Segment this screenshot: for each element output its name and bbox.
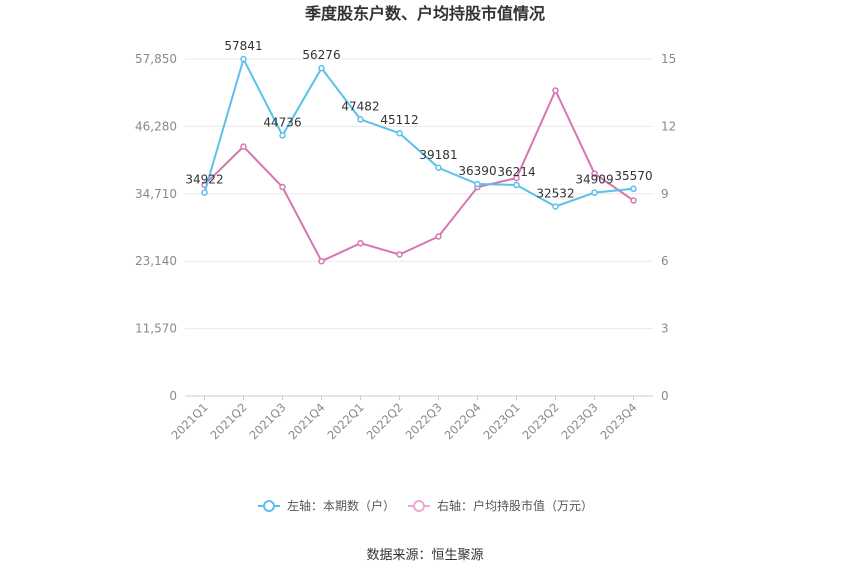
- legend-left-marker: [263, 500, 275, 512]
- data-label: 57841: [224, 39, 262, 53]
- left-series-point: [357, 116, 364, 123]
- x-tick-label: 2022Q3: [402, 400, 444, 442]
- right-series-point: [357, 239, 364, 247]
- left-tick-label: 34,710: [135, 187, 177, 201]
- right-tick-label: 12: [661, 119, 676, 133]
- right-tick-label: 0: [661, 389, 669, 403]
- left-tick-label: 0: [169, 389, 177, 403]
- left-series-point: [240, 55, 247, 63]
- x-tick-label: 2023Q2: [519, 400, 561, 442]
- data-label: 39181: [419, 148, 457, 162]
- gridlines: [185, 58, 653, 330]
- x-tick-label: 2021Q2: [207, 400, 249, 442]
- data-label: 34922: [185, 173, 223, 187]
- left-series-point: [630, 185, 637, 193]
- x-tick-label: 2021Q3: [246, 400, 288, 442]
- left-series-point: [396, 129, 403, 137]
- right-axis: 0 3 6 9 12 15: [661, 52, 676, 403]
- right-series-point: [630, 197, 637, 204]
- left-series-point: [513, 181, 520, 189]
- data-label: 32532: [536, 186, 574, 200]
- right-series-point: [552, 87, 559, 94]
- right-series-point: [240, 143, 247, 150]
- left-series-point: [552, 203, 559, 210]
- data-label: 34909: [575, 173, 613, 187]
- left-series-point: [435, 164, 442, 172]
- data-label: 44736: [263, 115, 301, 129]
- right-series-point: [513, 174, 520, 182]
- left-series-point: [474, 180, 481, 188]
- series-layer: [201, 55, 637, 265]
- left-tick-label: 11,570: [135, 322, 177, 336]
- left-tick-label: 57,850: [135, 52, 177, 66]
- chart-title: 季度股东户数、户均持股市值情况: [304, 4, 545, 23]
- left-series-point: [279, 132, 286, 139]
- legend-right-label: 右轴：户均持股市值（万元）: [437, 498, 593, 513]
- left-series-point: [591, 189, 598, 196]
- right-tick-label: 6: [661, 254, 669, 268]
- data-source: 数据来源：恒生聚源: [366, 548, 483, 563]
- right-series-line: [203, 88, 635, 263]
- legend-item-left-series[interactable]: 左轴：本期数（户）: [258, 498, 395, 513]
- left-axis: 0 11,570 23,140 34,710 46,280 57,850: [135, 52, 177, 403]
- right-series-point: [318, 257, 325, 265]
- x-tick-label: 2022Q2: [363, 400, 405, 442]
- data-label: 56276: [302, 48, 340, 62]
- x-tick-label: 2023Q3: [558, 400, 600, 442]
- x-tick-label: 2023Q1: [480, 400, 522, 442]
- right-tick-label: 15: [661, 52, 676, 66]
- x-axis: 2021Q12021Q22021Q32021Q42022Q12022Q22022…: [168, 395, 653, 442]
- right-tick-label: 9: [661, 187, 669, 201]
- legend: 左轴：本期数（户） 右轴：户均持股市值（万元）: [258, 498, 593, 513]
- legend-item-right-series[interactable]: 右轴：户均持股市值（万元）: [408, 498, 593, 513]
- data-label: 47482: [341, 99, 379, 113]
- x-tick-label: 2021Q4: [285, 400, 327, 442]
- left-tick-label: 23,140: [135, 254, 177, 268]
- data-label: 45112: [380, 113, 418, 127]
- right-series-point: [279, 183, 286, 191]
- x-tick-label: 2022Q4: [441, 400, 483, 442]
- x-tick-label: 2023Q4: [597, 400, 639, 442]
- right-series-point: [396, 251, 403, 258]
- right-tick-label: 3: [661, 322, 669, 336]
- left-series-line: [203, 56, 634, 208]
- left-tick-label: 46,280: [135, 119, 177, 133]
- right-series-point: [435, 233, 442, 240]
- legend-left-label: 左轴：本期数（户）: [287, 498, 395, 513]
- left-series-point: [318, 64, 325, 72]
- data-label: 36390: [458, 164, 496, 178]
- left-series-point: [201, 189, 208, 196]
- data-label: 35570: [614, 169, 652, 183]
- x-tick-label: 2021Q1: [168, 400, 210, 442]
- data-label: 36214: [497, 165, 535, 179]
- x-tick-label: 2022Q1: [324, 400, 366, 442]
- right-series-point: [591, 170, 598, 177]
- legend-right-marker: [413, 500, 425, 512]
